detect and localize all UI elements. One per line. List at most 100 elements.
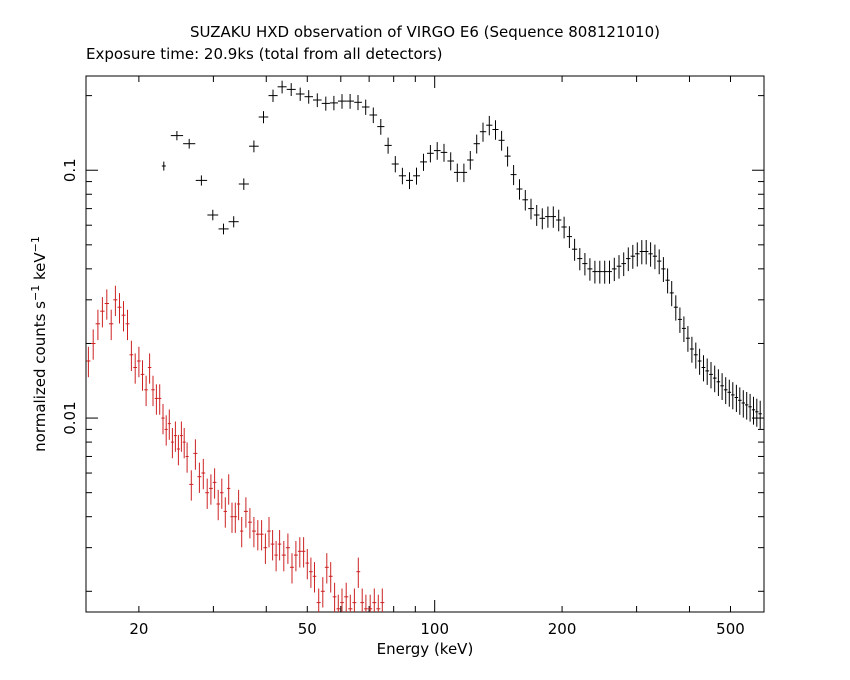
data-point <box>354 95 362 111</box>
data-point <box>352 588 357 612</box>
data-point <box>207 209 219 221</box>
data-point <box>205 478 209 509</box>
y-tick-label: 0.1 <box>61 158 79 182</box>
data-point <box>652 244 657 270</box>
data-point <box>398 167 406 185</box>
data-point <box>320 577 325 608</box>
axis-tick-labels: 20 50 100 200 500 0.1 0.01 <box>61 158 745 638</box>
data-point <box>545 206 551 228</box>
data-point <box>185 442 189 473</box>
data-point <box>467 151 474 170</box>
data-point <box>504 146 511 167</box>
data-point <box>183 138 196 149</box>
data-point <box>90 329 96 360</box>
data-point <box>364 594 368 612</box>
data-point <box>304 90 313 104</box>
data-point <box>361 99 370 115</box>
data-point <box>473 134 480 154</box>
data-point <box>154 384 158 415</box>
data-point <box>301 537 306 568</box>
data-point <box>182 428 186 459</box>
data-point <box>286 83 296 96</box>
data-point <box>533 205 540 226</box>
data-point <box>268 89 278 102</box>
data-point <box>657 249 662 275</box>
data-point <box>712 365 717 393</box>
data-point <box>681 316 686 342</box>
data-point <box>440 143 448 162</box>
data-point <box>697 348 702 375</box>
data-point <box>561 216 567 239</box>
data-point <box>109 309 114 341</box>
data-point <box>179 421 183 452</box>
data-point <box>220 478 224 509</box>
y-tick-label: 0.01 <box>61 401 79 434</box>
data-point <box>263 533 268 564</box>
data-point <box>372 588 377 612</box>
data-point <box>745 392 749 420</box>
chart-title: SUZAKU HXD observation of VIRGO E6 (Sequ… <box>190 23 660 41</box>
data-point <box>516 179 523 200</box>
data-point <box>258 111 269 124</box>
data-point <box>158 384 162 415</box>
data-point <box>104 289 109 320</box>
data-point <box>758 400 762 429</box>
data-point <box>479 122 487 142</box>
data-point <box>741 390 745 418</box>
data-point <box>433 142 441 160</box>
data-point <box>626 247 631 272</box>
data-point <box>336 594 341 612</box>
data-point <box>360 588 365 612</box>
data-point <box>720 373 724 400</box>
data-point <box>755 398 759 427</box>
data-point <box>144 375 148 407</box>
plot-frame <box>85 75 765 613</box>
data-point <box>277 80 287 94</box>
data-point <box>274 541 278 572</box>
data-point <box>137 346 141 378</box>
data-point <box>406 172 413 190</box>
data-point <box>133 353 137 384</box>
data-point <box>290 553 294 584</box>
series-0 <box>161 80 762 429</box>
data-point <box>230 502 234 533</box>
data-point <box>209 474 213 505</box>
data-point <box>147 353 152 384</box>
data-point <box>121 301 126 332</box>
data-point <box>140 360 145 391</box>
x-tick-label: 200 <box>548 620 577 638</box>
data-point <box>328 562 333 593</box>
data-point <box>216 489 220 521</box>
data-point <box>189 470 194 501</box>
data-point <box>701 355 706 382</box>
data-point <box>539 208 546 230</box>
data-point <box>566 226 572 248</box>
data-point <box>95 309 101 341</box>
data-point <box>723 377 728 405</box>
data-point <box>550 206 556 228</box>
data-point <box>420 153 427 171</box>
data-point <box>556 209 562 232</box>
data-point <box>170 428 174 459</box>
data-point <box>731 382 735 410</box>
data-point <box>616 255 622 279</box>
data-point <box>492 120 499 140</box>
data-point <box>228 216 239 228</box>
data-point <box>391 156 399 173</box>
data-point <box>734 384 739 412</box>
data-point <box>510 165 517 186</box>
data-point <box>738 387 742 415</box>
data-point <box>294 541 298 572</box>
data-point <box>176 434 180 466</box>
data-point <box>751 396 756 425</box>
data-point <box>348 594 353 612</box>
y-axis-label-exp2: −1 <box>29 236 42 252</box>
data-point <box>498 130 505 151</box>
data-point <box>716 369 721 396</box>
data-point <box>486 115 493 136</box>
data-point <box>356 557 361 588</box>
data-point <box>161 404 165 435</box>
data-point <box>227 474 231 505</box>
data-point <box>259 520 264 551</box>
data-point <box>197 462 202 493</box>
